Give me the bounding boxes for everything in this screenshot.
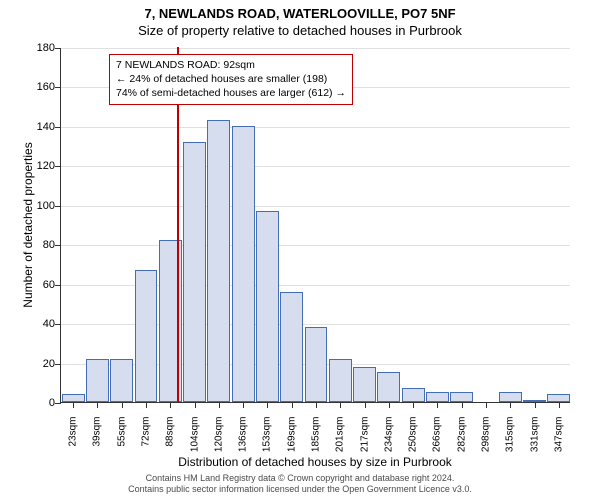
y-tick	[55, 245, 61, 246]
x-tick	[535, 402, 536, 408]
x-tick	[462, 402, 463, 408]
y-tick	[55, 48, 61, 49]
x-tick	[292, 402, 293, 408]
x-tick	[122, 402, 123, 408]
histogram-bar	[110, 359, 133, 402]
x-tick	[316, 402, 317, 408]
y-tick-label: 20	[25, 358, 55, 370]
plot-area: 02040608010012014016018023sqm39sqm55sqm7…	[60, 48, 570, 403]
histogram-bar	[86, 359, 109, 402]
histogram-bar	[183, 142, 206, 402]
y-tick	[55, 166, 61, 167]
info-box: 7 NEWLANDS ROAD: 92sqm ← 24% of detached…	[109, 54, 353, 105]
x-tick	[340, 402, 341, 408]
gridline	[61, 245, 570, 246]
x-tick	[486, 402, 487, 408]
histogram-bar	[353, 367, 376, 403]
histogram-bar	[280, 292, 303, 402]
page-subtitle: Size of property relative to detached ho…	[0, 21, 600, 38]
y-tick	[55, 364, 61, 365]
x-tick	[413, 402, 414, 408]
info-line-2: ← 24% of detached houses are smaller (19…	[116, 72, 346, 86]
histogram-bar	[499, 392, 522, 402]
gridline	[61, 206, 570, 207]
x-tick	[510, 402, 511, 408]
histogram-bar	[426, 392, 449, 402]
x-tick	[267, 402, 268, 408]
y-axis-title: Number of detached properties	[21, 125, 35, 325]
y-tick	[55, 87, 61, 88]
histogram-bar	[232, 126, 255, 402]
y-tick-label: 80	[25, 239, 55, 251]
footer: Contains HM Land Registry data © Crown c…	[0, 473, 600, 496]
x-tick	[146, 402, 147, 408]
y-tick-label: 120	[25, 160, 55, 172]
histogram-bar	[450, 392, 473, 402]
info-line-1: 7 NEWLANDS ROAD: 92sqm	[116, 58, 346, 72]
y-tick	[55, 206, 61, 207]
histogram-bar	[207, 120, 230, 402]
histogram-bar	[135, 270, 158, 402]
y-tick	[55, 127, 61, 128]
page-title: 7, NEWLANDS ROAD, WATERLOOVILLE, PO7 5NF	[0, 0, 600, 21]
histogram-bar	[256, 211, 279, 402]
y-tick-label: 160	[25, 81, 55, 93]
x-tick	[243, 402, 244, 408]
y-tick-label: 100	[25, 200, 55, 212]
x-tick	[559, 402, 560, 408]
x-tick	[97, 402, 98, 408]
y-tick	[55, 403, 61, 404]
histogram-bar	[402, 388, 425, 402]
x-axis-title: Distribution of detached houses by size …	[60, 455, 570, 469]
gridline	[61, 48, 570, 49]
y-tick-label: 180	[25, 42, 55, 54]
y-tick-label: 60	[25, 279, 55, 291]
footer-line-2: Contains public sector information licen…	[0, 484, 600, 496]
info-line-3: 74% of semi-detached houses are larger (…	[116, 86, 346, 100]
histogram-bar	[305, 327, 328, 402]
x-tick	[170, 402, 171, 408]
x-tick	[73, 402, 74, 408]
y-tick-label: 40	[25, 318, 55, 330]
histogram-bar	[377, 372, 400, 402]
chart-container: 7, NEWLANDS ROAD, WATERLOOVILLE, PO7 5NF…	[0, 0, 600, 500]
y-tick-label: 0	[25, 397, 55, 409]
x-tick	[437, 402, 438, 408]
x-tick	[195, 402, 196, 408]
y-tick-label: 140	[25, 121, 55, 133]
histogram-bar	[547, 394, 570, 402]
histogram-bar	[329, 359, 352, 402]
footer-line-1: Contains HM Land Registry data © Crown c…	[0, 473, 600, 485]
x-tick	[219, 402, 220, 408]
y-tick	[55, 324, 61, 325]
y-tick	[55, 285, 61, 286]
x-tick	[389, 402, 390, 408]
gridline	[61, 166, 570, 167]
gridline	[61, 127, 570, 128]
x-tick	[365, 402, 366, 408]
histogram-bar	[62, 394, 85, 402]
